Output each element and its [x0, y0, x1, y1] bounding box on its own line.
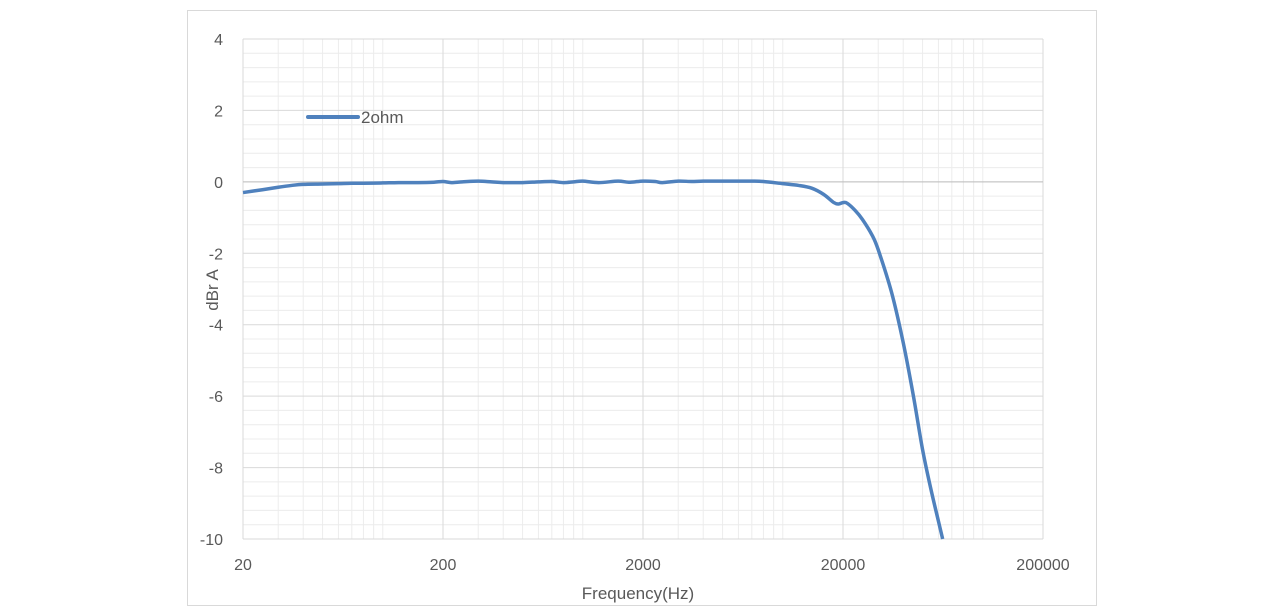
x-tick-label: 2000	[625, 557, 661, 574]
legend-label-2ohm: 2ohm	[361, 108, 404, 127]
series-layer	[242, 179, 945, 540]
y-tick-label: -6	[209, 389, 223, 406]
x-tick-label: 20000	[821, 557, 866, 574]
y-axis-title: dBr A	[203, 269, 222, 311]
x-tick-label: 20	[234, 557, 252, 574]
x-tick-labels: 20 200 2000 20000 200000	[234, 557, 1070, 574]
major-gridlines	[242, 38, 1044, 540]
series-line-2ohm	[242, 179, 945, 540]
x-tick-label: 200000	[1016, 557, 1069, 574]
y-tick-label: -10	[200, 532, 223, 549]
frequency-response-chart: 420-2-4-6-8-10 20 200 2000 20000 200000 Freq…	[200, 32, 1070, 603]
chart-frame: 4 2 0 -2 -4 -6 -8 -10 20 200 2000 20000 200000 Freq…	[187, 10, 1097, 606]
y-tick-labels: 4 2 0 -2 -4 -6 -8 -10	[200, 32, 223, 549]
y-tick-label: -4	[209, 318, 223, 335]
x-axis-title: Frequency(Hz)	[582, 584, 694, 603]
y-tick-label: 2	[214, 103, 223, 120]
y-tick-label: -8	[209, 461, 223, 478]
chart-legend[interactable]: 2ohm	[306, 108, 404, 127]
x-tick-label: 200	[430, 557, 457, 574]
y-tick-label: -2	[209, 246, 223, 263]
y-tick-label: 0	[214, 175, 223, 192]
y-tick-label: 4	[214, 32, 223, 49]
